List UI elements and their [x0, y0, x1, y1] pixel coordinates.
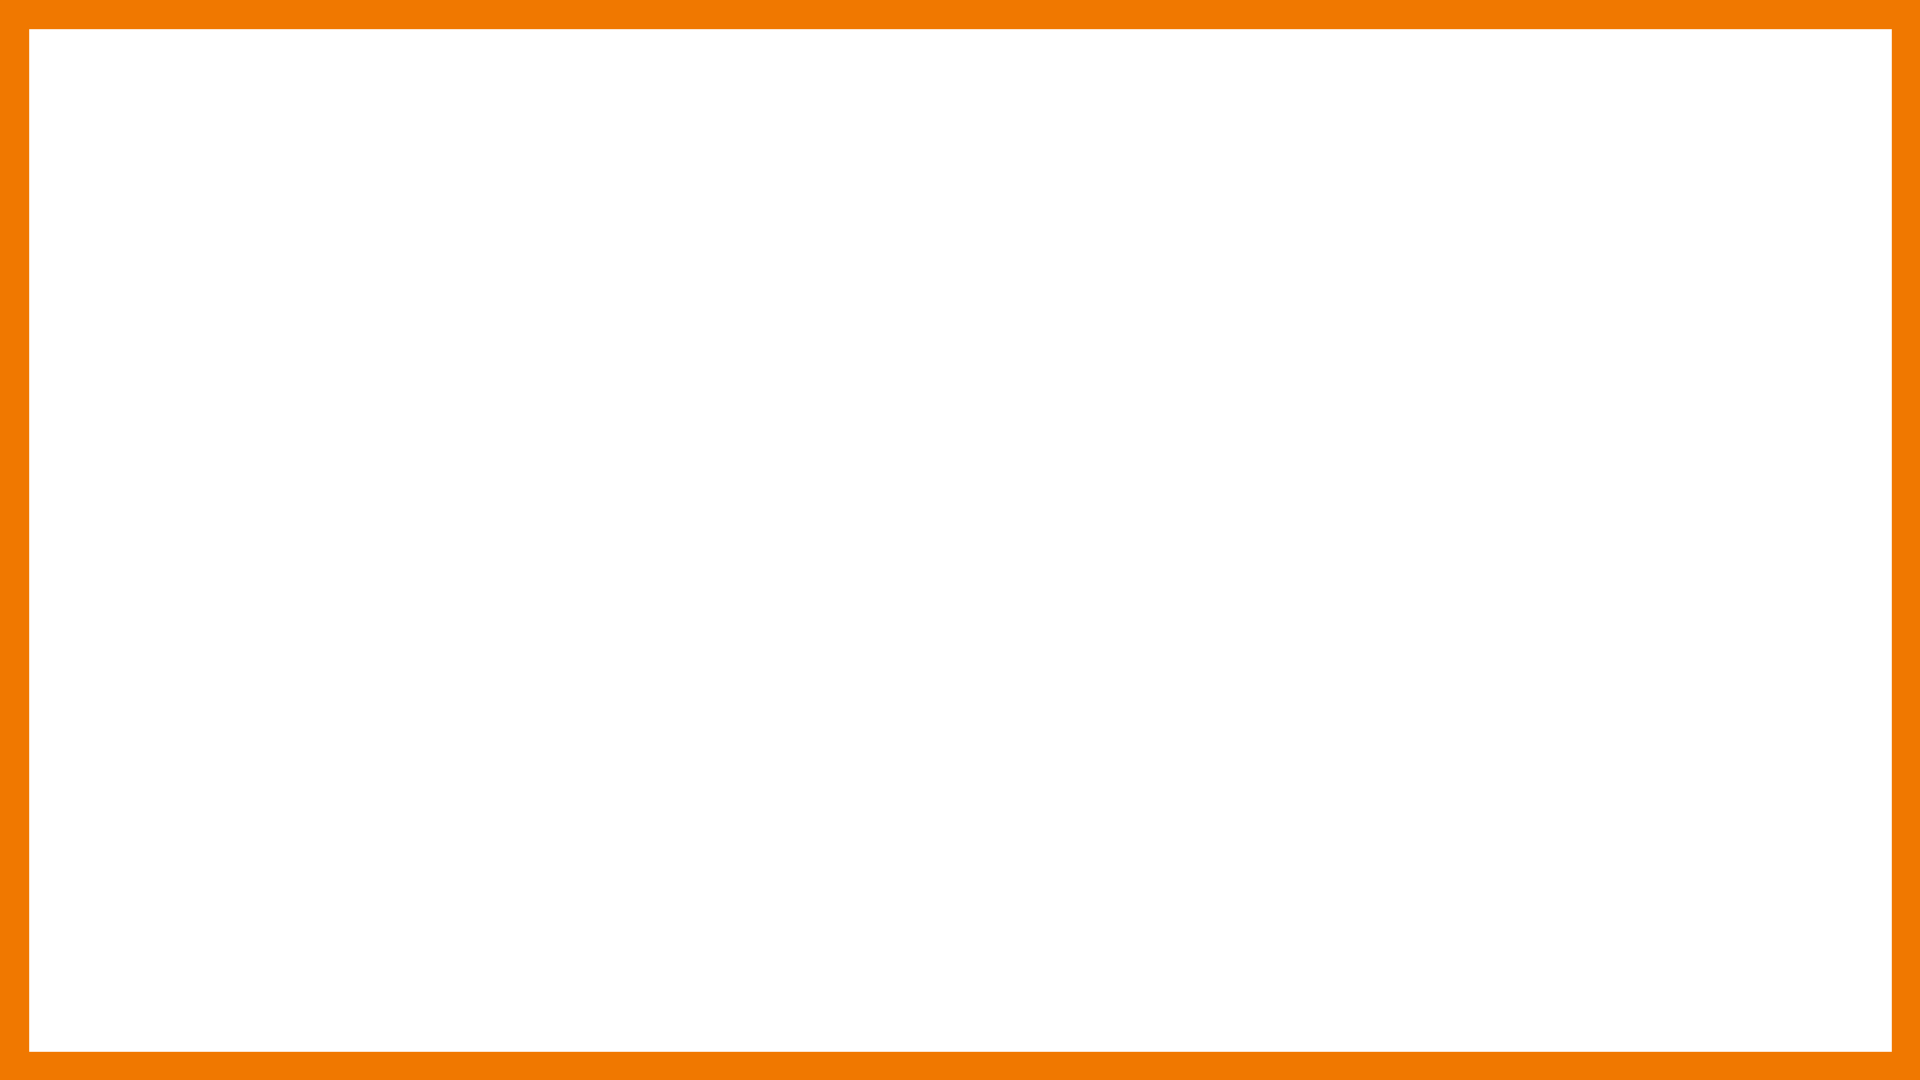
Text: 58: 58: [751, 845, 776, 863]
Text: 75: 75: [870, 239, 893, 257]
Bar: [336, 866, 645, 887]
Text: 100: 100: [1044, 176, 1079, 194]
Text: 101: 101: [1052, 341, 1091, 360]
Text: 46: 46: [666, 907, 691, 926]
Text: 63: 63: [785, 782, 810, 799]
Text: 104: 104: [1073, 279, 1112, 297]
Text: 100: 100: [1044, 404, 1083, 422]
Bar: [336, 340, 1044, 361]
Bar: [336, 238, 862, 258]
Text: 50: 50: [695, 742, 718, 760]
Bar: [336, 616, 735, 635]
Legend: Average, 1% low: Average, 1% low: [889, 1008, 1185, 1047]
Text: PCG: PCG: [1741, 116, 1811, 144]
Text: 44: 44: [653, 867, 676, 886]
Text: 57: 57: [743, 679, 766, 698]
Text: 71: 71: [843, 365, 864, 382]
Bar: [336, 718, 799, 738]
Bar: [336, 215, 1219, 234]
Bar: [336, 278, 1066, 298]
Bar: [336, 301, 847, 321]
Bar: [336, 364, 833, 383]
Text: 73: 73: [856, 302, 879, 320]
Text: 73: 73: [856, 593, 881, 611]
Bar: [336, 489, 841, 510]
Text: 81: 81: [912, 530, 937, 549]
Text: 72: 72: [849, 490, 872, 509]
Bar: [336, 678, 735, 698]
Text: N: N: [1816, 110, 1834, 130]
Text: 126: 126: [1227, 216, 1265, 234]
Bar: [336, 552, 764, 572]
Text: 86: 86: [947, 468, 972, 485]
Bar: [336, 906, 659, 927]
Text: 57: 57: [743, 617, 766, 634]
Bar: [336, 654, 841, 675]
Text: 37: 37: [603, 931, 626, 948]
Bar: [336, 741, 687, 761]
Bar: [336, 467, 939, 486]
Bar: [336, 175, 1037, 195]
Text: 151: 151: [1404, 153, 1440, 171]
Text: 51: 51: [703, 805, 724, 823]
Title: Cyberpunk 2077, 1080p, RT Ultra (fps): Cyberpunk 2077, 1080p, RT Ultra (fps): [687, 75, 1386, 109]
Bar: [336, 427, 791, 447]
Circle shape: [1715, 49, 1876, 211]
Text: 61: 61: [772, 553, 795, 571]
Text: 66: 66: [806, 719, 831, 737]
Bar: [336, 843, 743, 864]
Text: 72: 72: [849, 656, 874, 674]
Bar: [336, 781, 778, 800]
Bar: [336, 804, 693, 824]
Bar: [336, 152, 1394, 172]
Text: 65: 65: [801, 428, 824, 446]
Bar: [336, 529, 904, 550]
Bar: [336, 592, 847, 612]
Bar: [336, 403, 1037, 423]
Bar: [336, 930, 595, 949]
